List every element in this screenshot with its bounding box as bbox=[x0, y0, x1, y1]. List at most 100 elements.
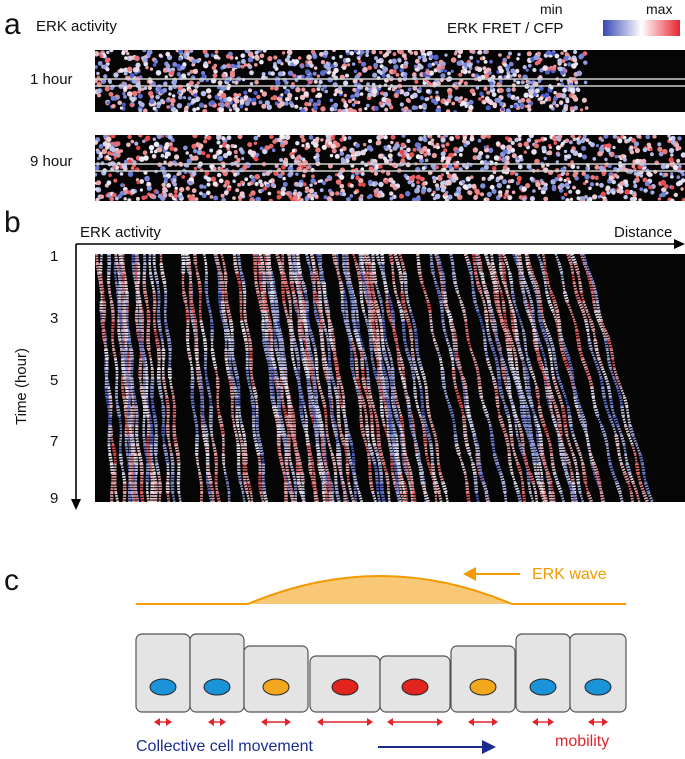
cell-nucleus bbox=[386, 171, 391, 176]
cell-track-segment bbox=[406, 472, 413, 484]
cell-nucleus bbox=[205, 153, 211, 159]
cell-nucleus bbox=[649, 147, 653, 152]
cell-track-segment bbox=[345, 254, 350, 264]
cell-nucleus bbox=[233, 150, 238, 154]
cell-nucleus bbox=[353, 69, 358, 74]
cell-nucleus bbox=[315, 147, 321, 153]
cell-nucleus bbox=[319, 188, 324, 193]
cell-track-segment bbox=[318, 310, 323, 322]
cell-track-segment bbox=[534, 282, 541, 293]
cell-nucleus bbox=[454, 96, 460, 102]
cell-track-segment bbox=[240, 425, 246, 436]
cell-nucleus bbox=[262, 172, 266, 177]
cell-nucleus bbox=[339, 137, 344, 142]
cell-track-segment bbox=[315, 444, 322, 455]
cell-track-segment bbox=[277, 358, 283, 369]
cell-nucleus bbox=[526, 138, 532, 143]
cell-nucleus bbox=[350, 175, 354, 180]
cell-track-segment bbox=[391, 368, 395, 379]
cell-nucleus bbox=[485, 105, 491, 111]
cell-track-segment bbox=[393, 406, 399, 417]
cell-nucleus bbox=[445, 171, 450, 175]
cell-nucleus bbox=[185, 51, 190, 56]
cell-track-segment bbox=[461, 377, 468, 388]
cell-nucleus bbox=[261, 91, 268, 97]
cell-nucleus bbox=[103, 135, 108, 139]
cell-nucleus bbox=[169, 105, 173, 109]
cell-track-segment bbox=[384, 406, 390, 417]
cell-track-segment bbox=[406, 301, 412, 312]
cell-nucleus bbox=[166, 105, 170, 109]
cell-nucleus bbox=[311, 88, 316, 93]
cell-track-segment bbox=[366, 301, 372, 312]
cell-nucleus bbox=[485, 197, 490, 201]
cell-nucleus bbox=[492, 166, 497, 171]
cell-nucleus bbox=[360, 167, 365, 172]
cell-track-segment bbox=[307, 387, 314, 398]
cell-nucleus bbox=[148, 78, 153, 84]
cell-track-segment bbox=[317, 415, 324, 427]
panel-a-letter: a bbox=[4, 8, 21, 41]
cell-track-segment bbox=[374, 282, 380, 293]
cell-track-segment bbox=[429, 320, 434, 331]
cell-track-segment bbox=[370, 330, 375, 341]
cell-nucleus bbox=[584, 179, 589, 184]
cell-track-segment bbox=[131, 396, 135, 407]
cell-track-segment bbox=[352, 254, 358, 264]
cell-nucleus bbox=[279, 158, 284, 162]
cell-track-segment bbox=[535, 425, 539, 436]
cell-nucleus bbox=[233, 92, 238, 98]
cell-track-segment bbox=[154, 454, 159, 464]
cell-nucleus bbox=[422, 57, 428, 63]
cell-track-segment bbox=[463, 434, 469, 446]
cell bbox=[569, 633, 627, 713]
cell-nucleus bbox=[537, 139, 541, 143]
cell-track-segment bbox=[524, 368, 530, 379]
cell-nucleus bbox=[223, 190, 229, 196]
cell-nucleus bbox=[360, 50, 365, 55]
cell-nucleus bbox=[479, 192, 485, 197]
cell-nucleus bbox=[403, 106, 409, 112]
cell-nucleus bbox=[496, 182, 502, 189]
cell-nucleus bbox=[425, 70, 431, 75]
cell-track-segment bbox=[579, 492, 585, 502]
cell-nucleus bbox=[634, 147, 641, 154]
cell-nucleus bbox=[677, 180, 683, 186]
cell-track-segment bbox=[429, 444, 434, 455]
cell-nucleus bbox=[457, 50, 463, 55]
cell-track-segment bbox=[130, 377, 135, 388]
y-tick-5: 5 bbox=[50, 372, 59, 389]
cell-nucleus bbox=[128, 55, 134, 61]
cell-nucleus bbox=[384, 107, 388, 112]
cell-track-segment bbox=[546, 282, 553, 293]
cell-track-segment bbox=[566, 367, 574, 379]
cell-nucleus bbox=[235, 188, 240, 193]
cell-nucleus bbox=[145, 135, 151, 141]
cell-nucleus bbox=[96, 180, 102, 186]
cell-nucleus bbox=[138, 75, 143, 79]
cell-track-segment bbox=[506, 444, 511, 455]
cell-nucleus bbox=[607, 163, 612, 169]
cell-track-segment bbox=[389, 415, 395, 427]
cell-track-segment bbox=[396, 301, 403, 312]
cell-nucleus bbox=[536, 51, 541, 56]
cell-nucleus bbox=[382, 91, 389, 97]
cell-nucleus bbox=[399, 149, 405, 155]
cell-track-segment bbox=[475, 444, 481, 455]
cell-nucleus bbox=[454, 50, 458, 54]
cell-nucleus bbox=[525, 68, 529, 72]
cell-nucleus bbox=[166, 67, 172, 73]
cell-nucleus bbox=[290, 62, 294, 67]
mobility-arrowhead bbox=[367, 718, 373, 726]
cell-nucleus bbox=[611, 190, 616, 195]
cell-track-segment bbox=[432, 339, 439, 350]
cell-track-segment bbox=[402, 330, 407, 340]
cell-nucleus bbox=[372, 72, 378, 78]
cell-nucleus bbox=[573, 105, 578, 111]
cell-nucleus bbox=[342, 65, 347, 70]
cell-nucleus bbox=[288, 171, 294, 177]
cell-nucleus bbox=[103, 74, 108, 79]
cell-nucleus bbox=[263, 181, 267, 185]
cell-nucleus bbox=[547, 150, 553, 156]
cell-nucleus bbox=[192, 68, 199, 75]
